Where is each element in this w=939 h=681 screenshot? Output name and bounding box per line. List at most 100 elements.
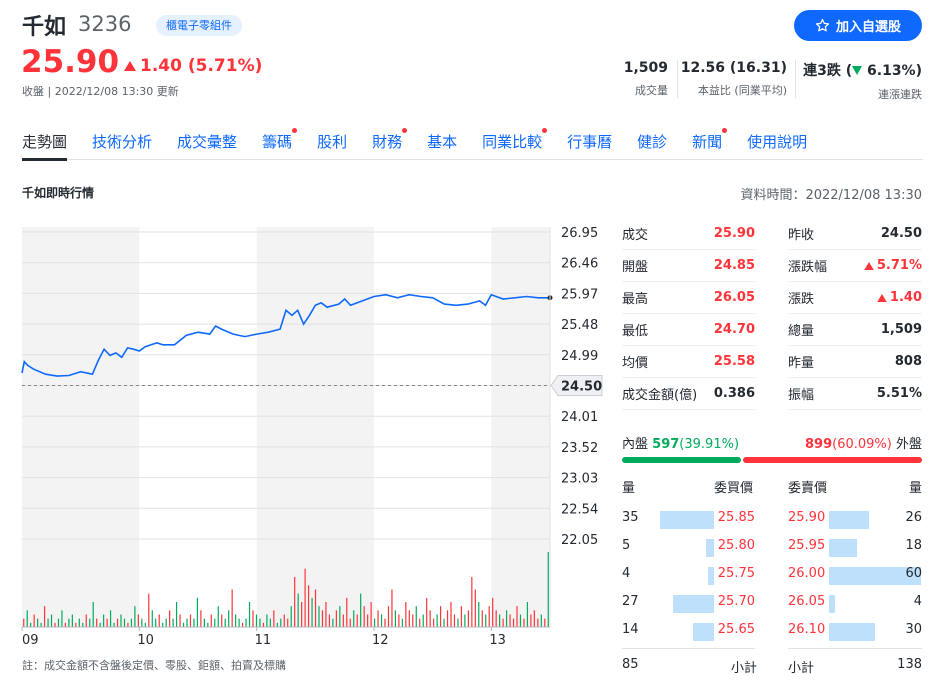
volume-bar: [505, 610, 508, 627]
tab-label: 健診: [637, 133, 668, 151]
volume-bar: [377, 610, 379, 627]
inner-bar: [622, 457, 741, 463]
close-info: 收盤 | 2022/12/08 13:30 更新: [22, 85, 179, 98]
x-tick-label: 12: [372, 633, 389, 648]
bid-qty-bar: [660, 511, 714, 529]
ask-row[interactable]: 25.95 18: [788, 533, 922, 561]
hour-band: [491, 227, 550, 627]
bid-row[interactable]: 14 25.65: [622, 617, 755, 645]
volume-bar: [266, 614, 268, 627]
current-price: 25.90: [21, 44, 120, 80]
inner-value: 597: [652, 437, 680, 452]
volume-bar: [273, 610, 275, 627]
bid-row[interactable]: 27 25.70: [622, 589, 755, 617]
quote-row: 最高 26.05: [622, 282, 755, 314]
tab-label: 股利: [317, 133, 348, 151]
volume-bar: [61, 610, 63, 627]
tab-2[interactable]: 成交彙整: [177, 126, 237, 160]
ask-price: 26.00: [788, 566, 826, 581]
volume-bar: [353, 610, 355, 627]
volume-bar: [360, 593, 362, 627]
add-watchlist-button[interactable]: 加入自選股: [794, 10, 922, 41]
notification-dot: [292, 128, 298, 133]
volume-bar: [217, 606, 219, 627]
volume-bar: [248, 602, 251, 627]
quote-label: 成交: [622, 228, 649, 243]
bid-qty: 4: [622, 566, 631, 581]
tab-7[interactable]: 同業比較: [482, 126, 548, 160]
x-tick-label: 10: [137, 633, 154, 648]
volume-bar: [401, 618, 403, 627]
volume-bar: [412, 614, 414, 627]
bid-price-header: 委買價: [714, 481, 754, 496]
volume-bar: [492, 597, 494, 627]
ask-price: 25.95: [788, 538, 826, 553]
ask-qty: 4: [913, 594, 922, 609]
tab-10[interactable]: 新聞: [692, 126, 728, 160]
bid-qty: 27: [622, 594, 639, 609]
ask-row[interactable]: 26.00 60: [788, 561, 922, 589]
quote-value: 1,509: [880, 322, 922, 337]
volume-bar: [415, 606, 417, 627]
divider: [788, 648, 922, 649]
notification-dot: [722, 128, 728, 133]
volume-bar: [453, 614, 456, 627]
tab-label: 新聞: [692, 133, 723, 151]
quote-value: 26.05: [713, 290, 755, 305]
volume-bar: [141, 618, 143, 627]
quote-row: 最低 24.70: [622, 314, 755, 346]
volume-bar: [356, 614, 358, 627]
tab-9[interactable]: 健診: [637, 126, 667, 160]
volume-bar: [75, 622, 77, 627]
outer-value: 899: [804, 437, 833, 452]
ask-row[interactable]: 25.90 26: [788, 505, 922, 533]
volume-bar: [314, 589, 317, 627]
ask-price-header: 委賣價: [788, 481, 828, 496]
bid-row[interactable]: 4 25.75: [622, 561, 755, 589]
ask-row[interactable]: 26.05 4: [788, 589, 922, 617]
x-tick-label: 11: [255, 633, 272, 648]
volume-bar: [304, 568, 306, 627]
volume-bar: [116, 618, 119, 627]
volume-bar: [419, 618, 421, 627]
tab-6[interactable]: 基本: [427, 126, 457, 160]
tab-0[interactable]: 走勢圖: [22, 126, 68, 161]
tab-4[interactable]: 股利: [317, 126, 347, 160]
tab-3[interactable]: 籌碼: [262, 126, 298, 160]
bid-row[interactable]: 5 25.80: [622, 533, 755, 561]
x-tick-label: 09: [22, 633, 39, 648]
quote-label: 振幅: [788, 388, 815, 403]
tab-1[interactable]: 技術分析: [92, 126, 152, 160]
tab-label: 行事曆: [567, 133, 613, 151]
tab-8[interactable]: 行事曆: [567, 126, 612, 160]
hour-band: [256, 227, 374, 627]
bid-price: 25.85: [717, 510, 755, 525]
sector-badge[interactable]: 櫃電子零組件: [156, 15, 242, 36]
tab-label: 技術分析: [92, 133, 153, 151]
data-time: 資料時間：2022/12/08 13:30: [740, 188, 922, 203]
star-icon: [815, 18, 830, 32]
inner-outer-labels: 內盤 597(39.91%) 899(60.09%) 外盤: [622, 433, 922, 452]
volume-bar: [43, 606, 46, 627]
volume-bar: [26, 610, 28, 627]
tab-label: 成交彙整: [177, 133, 238, 151]
bid-row[interactable]: 35 25.85: [622, 505, 755, 533]
intraday-chart[interactable]: 26.95 26.46 25.97 25.48 24.99 24.01 23.52 23.03…: [0, 218, 610, 650]
volume-bar: [488, 606, 490, 627]
ask-qty-header: 量: [908, 481, 922, 496]
quote-label: 總量: [788, 324, 815, 339]
volume-bar: [96, 618, 98, 627]
stock-name: 千如: [22, 15, 67, 40]
stat-volume-value: 1,509: [623, 60, 668, 76]
volume-bar: [363, 606, 365, 627]
volume-bar: [47, 618, 49, 627]
ask-row[interactable]: 26.10 30: [788, 617, 922, 645]
tab-5[interactable]: 財務: [372, 126, 408, 160]
stat-streak-value: 連3跌 ( 6.13%): [803, 63, 922, 79]
volume-bar: [349, 618, 351, 627]
tab-11[interactable]: 使用說明: [747, 126, 807, 160]
volume-bar: [238, 618, 240, 627]
volume-bar: [50, 614, 53, 627]
volume-bar: [130, 618, 133, 627]
volume-bar: [339, 606, 341, 627]
